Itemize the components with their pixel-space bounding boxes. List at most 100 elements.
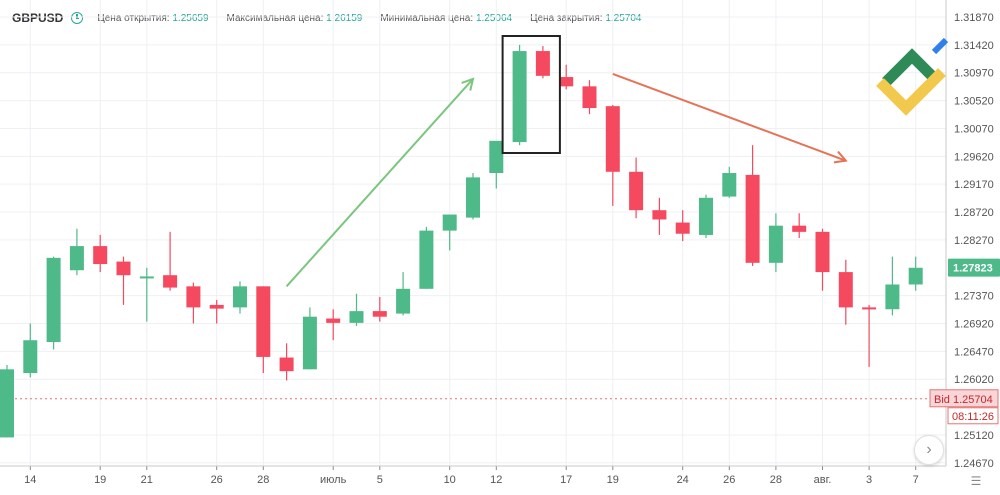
candle-body[interactable] bbox=[279, 357, 294, 372]
current-price-label: 1.27823 bbox=[953, 263, 993, 275]
y-tick-label: 1.29620 bbox=[954, 151, 994, 163]
x-tick-label: 19 bbox=[94, 474, 106, 486]
current-price-badge bbox=[948, 258, 1000, 277]
candle-body[interactable] bbox=[885, 284, 900, 310]
candle-body[interactable] bbox=[372, 311, 387, 317]
candles-layer bbox=[0, 44, 923, 438]
candle-body[interactable] bbox=[862, 307, 877, 310]
low-price-label: Минимальная цена: bbox=[380, 12, 474, 24]
x-tick-label: 3 bbox=[866, 474, 872, 486]
open-price-info: Цена открытия: 1.25659 bbox=[97, 13, 208, 24]
candle-body[interactable] bbox=[792, 225, 807, 232]
low-price-info: Минимальная цена: 1.25064 bbox=[380, 13, 512, 24]
candle-body[interactable] bbox=[186, 286, 201, 308]
x-tick-label: авг. bbox=[814, 474, 832, 486]
candle-body[interactable] bbox=[256, 286, 271, 357]
candle-body[interactable] bbox=[745, 174, 760, 263]
x-tick-label: 14 bbox=[24, 474, 36, 486]
candle-body[interactable] bbox=[838, 272, 853, 308]
x-tick-label: 26 bbox=[211, 474, 223, 486]
candle-body[interactable] bbox=[209, 304, 224, 309]
candle-body[interactable] bbox=[419, 230, 434, 289]
candle-body[interactable] bbox=[535, 51, 550, 76]
y-tick-label: 1.26020 bbox=[954, 374, 994, 386]
candle-body[interactable] bbox=[605, 106, 620, 172]
candle-body[interactable] bbox=[0, 369, 14, 438]
x-tick-label: 17 bbox=[560, 474, 572, 486]
candle-body[interactable] bbox=[349, 311, 364, 323]
clock-icon[interactable] bbox=[71, 12, 84, 24]
x-tick-label: 5 bbox=[377, 474, 383, 486]
high-price-label: Максимальная цена: bbox=[226, 12, 324, 24]
close-price-value: 1.25704 bbox=[605, 12, 642, 24]
settings-icon[interactable]: ☰ bbox=[970, 474, 982, 488]
y-tick-label: 1.25120 bbox=[954, 430, 994, 442]
candle-body[interactable] bbox=[722, 173, 737, 197]
candle-body[interactable] bbox=[116, 261, 131, 276]
symbol-name[interactable]: GBPUSD bbox=[12, 11, 64, 25]
y-tick-label: 1.30970 bbox=[954, 68, 994, 80]
bid-label: Bid 1.25704 bbox=[934, 394, 993, 406]
candle-body[interactable] bbox=[699, 197, 713, 235]
x-tick-label: 28 bbox=[770, 474, 782, 486]
chevron-right-icon[interactable]: › bbox=[914, 435, 944, 465]
logo-icon bbox=[876, 38, 949, 116]
x-tick-label: 28 bbox=[257, 474, 269, 486]
candle-body[interactable] bbox=[163, 275, 178, 288]
x-tick-label: 10 bbox=[444, 474, 456, 486]
arrow-head bbox=[461, 77, 475, 91]
candle-body[interactable] bbox=[629, 171, 644, 211]
y-tick-label: 1.29170 bbox=[954, 179, 994, 191]
y-tick-label: 1.28270 bbox=[954, 235, 994, 247]
countdown-label: 08:11:26 bbox=[952, 411, 994, 423]
x-tick-label: июль bbox=[320, 474, 347, 486]
y-tick-label: 1.24670 bbox=[954, 458, 994, 470]
candle-body[interactable] bbox=[93, 246, 108, 265]
candle-body[interactable] bbox=[69, 246, 84, 271]
x-tick-label: 7 bbox=[913, 474, 919, 486]
y-tick-label: 1.28720 bbox=[954, 207, 994, 219]
x-tick-label: 19 bbox=[607, 474, 619, 486]
open-price-value: 1.25659 bbox=[172, 12, 209, 24]
candle-body[interactable] bbox=[139, 276, 154, 279]
y-tick-label: 1.30070 bbox=[954, 123, 994, 135]
candle-body[interactable] bbox=[396, 288, 411, 314]
candle-body[interactable] bbox=[23, 340, 38, 374]
y-tick-label: 1.31870 bbox=[954, 12, 994, 24]
candle-body[interactable] bbox=[302, 316, 317, 370]
candle-body[interactable] bbox=[815, 231, 830, 273]
open-price-label: Цена открытия: bbox=[97, 12, 170, 24]
candle-body[interactable] bbox=[442, 214, 457, 231]
arrow-head bbox=[833, 150, 848, 164]
high-price-info: Максимальная цена: 1.26159 bbox=[227, 13, 363, 24]
candle-body[interactable] bbox=[46, 257, 61, 343]
candle-body[interactable] bbox=[768, 225, 783, 263]
candle-body[interactable] bbox=[582, 86, 597, 109]
candle-body[interactable] bbox=[675, 222, 690, 234]
y-tick-label: 1.30520 bbox=[954, 96, 994, 108]
candle-body[interactable] bbox=[466, 177, 480, 218]
annotations-layer bbox=[285, 35, 848, 288]
candle-body[interactable] bbox=[652, 210, 667, 220]
y-tick-label: 1.26470 bbox=[954, 346, 994, 358]
x-tick-label: 26 bbox=[723, 474, 735, 486]
candle-body[interactable] bbox=[908, 267, 923, 285]
low-price-value: 1.25064 bbox=[475, 12, 513, 24]
downtrend-arrow[interactable] bbox=[612, 73, 847, 162]
candle-body[interactable] bbox=[326, 318, 341, 323]
candle-body[interactable] bbox=[512, 51, 527, 143]
x-tick-label: 21 bbox=[141, 474, 153, 486]
candle-body[interactable] bbox=[233, 286, 247, 308]
grid-layer bbox=[0, 0, 946, 466]
highlight-box[interactable] bbox=[501, 35, 561, 154]
x-tick-label: 12 bbox=[490, 474, 502, 486]
y-tick-label: 1.27370 bbox=[954, 291, 994, 303]
x-tick-label: 24 bbox=[677, 474, 689, 486]
candle-body[interactable] bbox=[559, 77, 574, 87]
bid-badge bbox=[929, 389, 999, 408]
uptrend-arrow[interactable] bbox=[285, 78, 474, 288]
high-price-value: 1.26159 bbox=[326, 12, 363, 24]
candle-body[interactable] bbox=[489, 140, 504, 174]
